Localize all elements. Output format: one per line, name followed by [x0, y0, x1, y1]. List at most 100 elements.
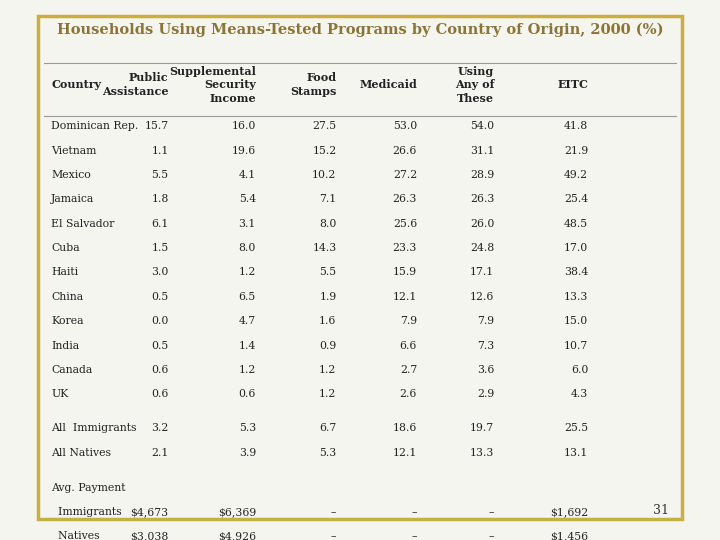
Text: –: – [412, 531, 417, 540]
Text: 3.1: 3.1 [238, 219, 256, 228]
Text: 13.1: 13.1 [564, 448, 588, 457]
Text: 26.0: 26.0 [470, 219, 495, 228]
Text: 6.6: 6.6 [400, 341, 417, 350]
Text: $4,926: $4,926 [217, 531, 256, 540]
Text: –: – [331, 531, 336, 540]
Text: 0.0: 0.0 [151, 316, 168, 326]
Text: 0.5: 0.5 [151, 292, 168, 302]
Text: 2.7: 2.7 [400, 365, 417, 375]
Text: 4.7: 4.7 [239, 316, 256, 326]
Text: Vietnam: Vietnam [51, 145, 96, 156]
Text: 25.6: 25.6 [393, 219, 417, 228]
Text: 4.1: 4.1 [238, 170, 256, 180]
Text: 25.4: 25.4 [564, 194, 588, 204]
Text: 1.9: 1.9 [319, 292, 336, 302]
Text: 1.1: 1.1 [151, 145, 168, 156]
Text: 1.8: 1.8 [151, 194, 168, 204]
Text: 38.4: 38.4 [564, 267, 588, 278]
Text: 5.4: 5.4 [239, 194, 256, 204]
Text: 23.3: 23.3 [392, 243, 417, 253]
Text: 7.9: 7.9 [477, 316, 495, 326]
Text: 5.5: 5.5 [320, 267, 336, 278]
Text: These: These [457, 93, 495, 104]
Text: Supplemental: Supplemental [169, 65, 256, 77]
Text: Food: Food [307, 72, 336, 83]
Text: Mexico: Mexico [51, 170, 91, 180]
Text: 5.3: 5.3 [238, 423, 256, 433]
Text: 12.1: 12.1 [392, 292, 417, 302]
Text: –: – [412, 507, 417, 517]
Text: 2.6: 2.6 [400, 389, 417, 399]
Text: 12.1: 12.1 [392, 448, 417, 457]
Text: Assistance: Assistance [102, 86, 168, 97]
Text: $4,673: $4,673 [130, 507, 168, 517]
Text: –: – [489, 531, 495, 540]
Text: 7.9: 7.9 [400, 316, 417, 326]
Text: 3.6: 3.6 [477, 365, 495, 375]
Text: 1.2: 1.2 [319, 365, 336, 375]
Text: 27.2: 27.2 [393, 170, 417, 180]
Text: 26.3: 26.3 [392, 194, 417, 204]
Text: 15.0: 15.0 [564, 316, 588, 326]
Text: 7.1: 7.1 [319, 194, 336, 204]
Text: $3,038: $3,038 [130, 531, 168, 540]
Text: 2.9: 2.9 [477, 389, 495, 399]
Text: Haiti: Haiti [51, 267, 78, 278]
Text: $1,692: $1,692 [550, 507, 588, 517]
Text: 1.2: 1.2 [238, 365, 256, 375]
Text: 19.7: 19.7 [470, 423, 495, 433]
Text: 24.8: 24.8 [470, 243, 495, 253]
Text: 31: 31 [653, 504, 669, 517]
Text: 10.2: 10.2 [312, 170, 336, 180]
Text: 41.8: 41.8 [564, 121, 588, 131]
Text: 28.9: 28.9 [470, 170, 495, 180]
Text: 6.0: 6.0 [571, 365, 588, 375]
Text: 18.6: 18.6 [392, 423, 417, 433]
Text: 21.9: 21.9 [564, 145, 588, 156]
Text: 3.9: 3.9 [238, 448, 256, 457]
Text: Medicaid: Medicaid [359, 79, 417, 90]
Text: 5.5: 5.5 [151, 170, 168, 180]
Text: 6.7: 6.7 [319, 423, 336, 433]
Text: 15.7: 15.7 [145, 121, 168, 131]
Text: 15.2: 15.2 [312, 145, 336, 156]
Text: 1.5: 1.5 [151, 243, 168, 253]
Text: Dominican Rep.: Dominican Rep. [51, 121, 138, 131]
Text: 2.1: 2.1 [151, 448, 168, 457]
Text: 15.9: 15.9 [393, 267, 417, 278]
Text: El Salvador: El Salvador [51, 219, 114, 228]
Text: 31.1: 31.1 [470, 145, 495, 156]
Text: 12.6: 12.6 [470, 292, 495, 302]
Text: 1.2: 1.2 [238, 267, 256, 278]
Text: UK: UK [51, 389, 68, 399]
Text: 1.6: 1.6 [319, 316, 336, 326]
Text: India: India [51, 341, 79, 350]
Text: 0.6: 0.6 [151, 389, 168, 399]
Text: –: – [489, 507, 495, 517]
Text: 1.4: 1.4 [238, 341, 256, 350]
Text: 5.3: 5.3 [319, 448, 336, 457]
Text: 13.3: 13.3 [470, 448, 495, 457]
Text: 26.3: 26.3 [470, 194, 495, 204]
Text: Korea: Korea [51, 316, 84, 326]
Text: 49.2: 49.2 [564, 170, 588, 180]
Text: 7.3: 7.3 [477, 341, 495, 350]
Text: Cuba: Cuba [51, 243, 80, 253]
Text: 10.7: 10.7 [564, 341, 588, 350]
Text: 25.5: 25.5 [564, 423, 588, 433]
Text: 54.0: 54.0 [470, 121, 495, 131]
Text: 17.0: 17.0 [564, 243, 588, 253]
Text: 6.5: 6.5 [238, 292, 256, 302]
Text: 17.1: 17.1 [470, 267, 495, 278]
Text: $1,456: $1,456 [550, 531, 588, 540]
Text: Jamaica: Jamaica [51, 194, 94, 204]
Text: –: – [331, 507, 336, 517]
Text: 0.6: 0.6 [238, 389, 256, 399]
Text: 3.2: 3.2 [151, 423, 168, 433]
Text: Stamps: Stamps [290, 86, 336, 97]
Text: Security: Security [204, 79, 256, 90]
Text: Public: Public [129, 72, 168, 83]
Text: 27.5: 27.5 [312, 121, 336, 131]
Text: Immigrants: Immigrants [51, 507, 122, 517]
FancyBboxPatch shape [37, 16, 683, 519]
